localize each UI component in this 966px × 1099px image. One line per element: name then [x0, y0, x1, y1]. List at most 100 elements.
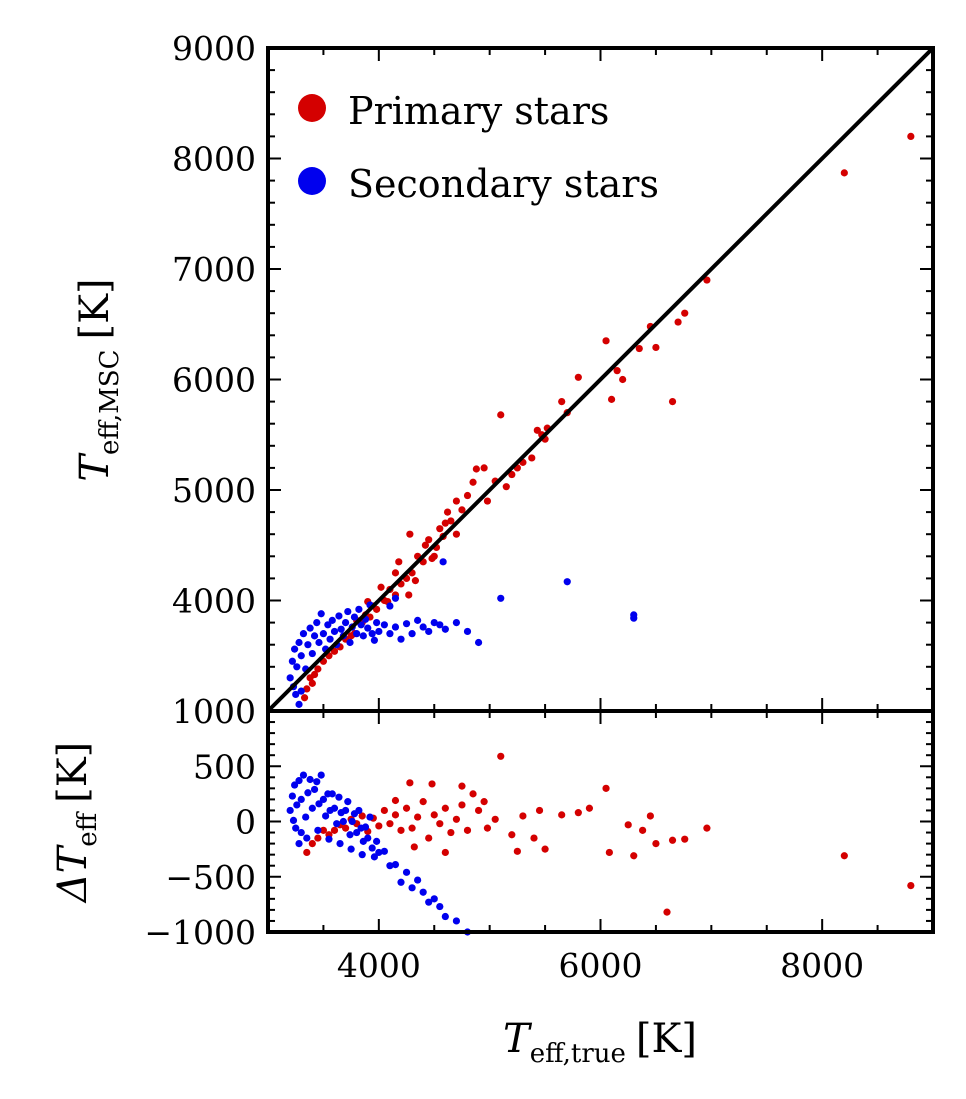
secondary-point — [295, 638, 303, 647]
x-tick-label: 6000 — [559, 946, 643, 985]
secondary-residual-point — [408, 884, 416, 892]
top-y-label-unit: [K] — [72, 278, 118, 339]
primary-residual-point — [410, 843, 418, 851]
legend-marker-primary — [298, 94, 326, 122]
primary-point — [421, 541, 429, 549]
secondary-point — [630, 614, 638, 622]
secondary-point — [370, 636, 378, 644]
primary-residual-point — [681, 835, 689, 843]
primary-residual-point — [541, 845, 549, 853]
top-y-label-symbol: T — [72, 452, 118, 482]
one-to-one-line — [266, 46, 935, 713]
secondary-point — [297, 687, 305, 695]
primary-point — [347, 632, 355, 640]
primary-residual-point — [483, 824, 492, 832]
primary-residual-point — [341, 824, 350, 832]
legend-label-secondary: Secondary stars — [348, 162, 659, 206]
primary-point — [469, 478, 477, 486]
primary-residual-point — [425, 834, 433, 842]
primary-point — [652, 343, 660, 352]
secondary-residual-point — [373, 837, 381, 845]
secondary-point — [297, 652, 305, 660]
primary-point — [681, 309, 689, 317]
secondary-point — [563, 578, 571, 586]
primary-residual-point — [319, 826, 328, 834]
primary-residual-point — [408, 824, 416, 832]
secondary-point — [319, 630, 328, 638]
bottom-y-tick-label: −1000 — [144, 913, 256, 952]
primary-residual-point — [441, 804, 449, 812]
svg-text:Teff,MSC[K]: Teff,MSC [K] — [72, 278, 125, 481]
legend: Primary stars Secondary stars — [298, 89, 659, 206]
secondary-point — [359, 632, 367, 640]
secondary-residual-point — [289, 816, 298, 824]
primary-residual-point — [574, 809, 582, 817]
top-y-tick-label: 7000 — [172, 250, 256, 289]
primary-point — [300, 694, 309, 702]
x-tick-label: 4000 — [337, 946, 421, 985]
secondary-residual-point — [386, 862, 394, 870]
secondary-point — [368, 630, 376, 638]
primary-residual-point — [652, 840, 660, 848]
primary-point — [574, 373, 582, 381]
secondary-residual-point — [419, 888, 427, 896]
secondary-point — [497, 594, 505, 602]
secondary-residual-point — [344, 798, 352, 806]
secondary-residual-point — [380, 847, 388, 855]
primary-residual-point — [491, 815, 499, 823]
secondary-point — [373, 619, 381, 627]
primary-point — [411, 577, 420, 585]
primary-point — [602, 337, 610, 345]
secondary-residual-point — [335, 793, 343, 801]
primary-point — [405, 591, 413, 599]
primary-point — [703, 276, 711, 284]
primary-residual-point — [458, 782, 466, 790]
secondary-point — [425, 627, 433, 636]
primary-point — [308, 679, 316, 687]
primary-point — [463, 491, 472, 500]
secondary-point — [288, 657, 296, 665]
svg-text:ΔTeff[K]: ΔTeff [K] — [50, 742, 103, 905]
secondary-residual-point — [330, 804, 339, 812]
secondary-residual-point — [315, 800, 323, 808]
x-label-sub: eff,true — [530, 1039, 626, 1069]
secondary-residual-point — [430, 895, 438, 903]
primary-point — [314, 665, 322, 673]
secondary-residual-point — [361, 823, 370, 831]
secondary-point — [439, 558, 447, 566]
primary-residual-point — [668, 836, 677, 844]
x-tick-label: 8000 — [780, 946, 864, 985]
primary-point — [840, 169, 848, 177]
primary-point — [528, 454, 536, 462]
secondary-point — [313, 619, 321, 627]
secondary-residual-point — [293, 801, 301, 809]
secondary-residual-point — [336, 840, 344, 848]
secondary-residual-point — [341, 806, 350, 815]
primary-residual-point — [474, 806, 483, 815]
primary-residual-point — [605, 848, 613, 857]
secondary-point — [441, 625, 449, 633]
primary-residual-point — [391, 796, 400, 805]
primary-residual-point — [441, 848, 449, 857]
secondary-point — [353, 630, 361, 638]
primary-residual-point — [513, 847, 521, 855]
secondary-point — [419, 623, 427, 631]
bottom-y-label-sub: eff — [73, 810, 103, 846]
primary-point — [483, 497, 492, 505]
bottom-x-tick-labels: 4000 6000 8000 — [337, 946, 864, 985]
primary-residual-point — [585, 804, 594, 812]
primary-residual-point — [602, 784, 610, 792]
secondary-point — [304, 641, 312, 649]
secondary-point — [308, 649, 316, 658]
secondary-point — [344, 607, 352, 616]
secondary-point — [463, 627, 472, 636]
primary-residual-point — [375, 822, 383, 830]
top-y-tick-label: 9000 — [172, 29, 256, 68]
primary-point — [391, 569, 400, 577]
secondary-residual-point — [308, 804, 316, 812]
x-label-symbol: T — [503, 1016, 533, 1062]
secondary-point — [295, 700, 303, 708]
primary-point — [443, 508, 452, 516]
primary-point — [613, 367, 621, 375]
